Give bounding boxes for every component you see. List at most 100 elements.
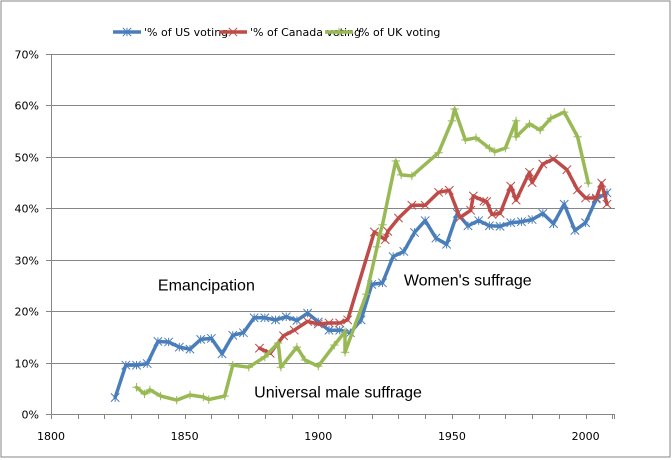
data-point: [228, 360, 237, 370]
data-point: [238, 328, 249, 338]
y-tick-label: 10%: [15, 358, 39, 371]
y-tick-label: 40%: [15, 203, 39, 216]
data-point: [220, 391, 229, 401]
y-tick-label: 60%: [15, 100, 39, 113]
data-point: [455, 212, 465, 223]
data-point: [185, 344, 195, 354]
data-point: [444, 185, 454, 195]
data-point: [292, 342, 302, 352]
data-point: [548, 154, 559, 164]
data-point: [324, 325, 334, 335]
data-point: [570, 225, 580, 235]
data-point: [204, 395, 213, 404]
data-point: [343, 315, 353, 325]
legend-item: '% of US voting: [113, 26, 228, 39]
axes: [51, 54, 615, 415]
data-point: [506, 218, 516, 228]
data-point: [145, 385, 155, 395]
data-point: [375, 229, 384, 239]
data-point: [131, 360, 142, 370]
data-point: [546, 114, 556, 123]
y-tick-label: 0%: [22, 409, 39, 422]
legend: '% of US voting '% of Canada voting'% of …: [113, 26, 440, 39]
y-axis-ticks: 0% 10% 20% 30% 40% 50% 60% 70%: [15, 49, 51, 422]
data-point: [206, 333, 216, 343]
data-point: [409, 227, 420, 238]
data-point: [300, 355, 310, 365]
data-point: [185, 390, 195, 400]
series-uk: [132, 104, 593, 405]
series-group: [110, 104, 612, 405]
data-point: [278, 331, 289, 341]
data-point: [535, 125, 545, 135]
data-point: [324, 318, 334, 328]
legend-marker: [228, 27, 238, 37]
data-point: [313, 319, 323, 329]
series-us: [110, 188, 612, 403]
data-point: [164, 337, 174, 347]
x-tick-label: 1950: [438, 430, 466, 443]
annotation: Emancipation: [151, 270, 264, 299]
data-point: [377, 278, 388, 288]
annotation-box: [151, 270, 264, 299]
data-point: [330, 340, 339, 350]
data-point: [559, 199, 569, 209]
data-point: [292, 315, 302, 325]
data-point: [244, 363, 254, 372]
x-tick-label: 2000: [572, 430, 600, 443]
data-point: [538, 159, 548, 169]
data-point: [468, 191, 478, 201]
data-point: [434, 148, 443, 157]
annotation-text: Women's suffrage: [404, 272, 532, 289]
data-point: [573, 185, 583, 195]
data-point: [274, 338, 283, 348]
x-tick-label: 1800: [37, 430, 65, 443]
annotation-box: [397, 265, 562, 294]
data-point: [581, 193, 591, 203]
data-point: [525, 119, 534, 129]
annotation: Women's suffrage: [397, 265, 562, 294]
data-point: [471, 133, 481, 143]
data-point: [450, 104, 459, 114]
data-point: [490, 147, 499, 156]
data-point: [506, 181, 516, 191]
data-point: [516, 217, 526, 227]
data-point: [511, 132, 521, 141]
data-point: [466, 205, 476, 215]
data-point: [597, 178, 607, 188]
data-point: [463, 221, 473, 231]
data-point: [420, 200, 430, 210]
data-point: [383, 226, 393, 236]
data-point: [484, 221, 494, 231]
data-point: [584, 178, 593, 188]
data-point: [461, 135, 470, 145]
y-tick-label: 50%: [15, 152, 39, 165]
data-point: [431, 233, 441, 243]
data-point: [447, 116, 457, 126]
data-point: [270, 315, 281, 325]
data-point: [372, 242, 382, 252]
legend-marker: [122, 27, 132, 37]
data-point: [335, 318, 345, 328]
data-point: [156, 391, 165, 401]
data-point: [140, 389, 149, 399]
legend-marker: [334, 27, 344, 37]
data-point: [495, 221, 505, 231]
data-point: [482, 197, 492, 207]
annotation-box: [248, 377, 427, 406]
y-tick-label: 70%: [15, 49, 39, 62]
data-point: [260, 352, 270, 362]
data-point: [121, 360, 131, 370]
legend-label: '% of UK voting: [356, 26, 440, 39]
data-point: [174, 342, 184, 352]
legend-label: '% of US voting: [144, 26, 228, 39]
data-point: [391, 156, 401, 166]
data-point: [196, 334, 206, 344]
data-point: [581, 218, 591, 228]
data-point: [254, 343, 265, 353]
data-point: [591, 193, 601, 203]
data-point: [393, 213, 404, 223]
data-point: [142, 359, 152, 369]
data-point: [260, 313, 270, 323]
data-point: [434, 187, 444, 197]
